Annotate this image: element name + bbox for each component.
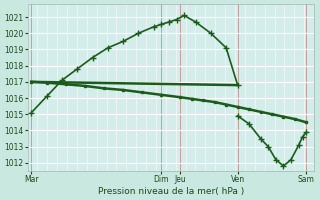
- X-axis label: Pression niveau de la mer( hPa ): Pression niveau de la mer( hPa ): [98, 187, 244, 196]
